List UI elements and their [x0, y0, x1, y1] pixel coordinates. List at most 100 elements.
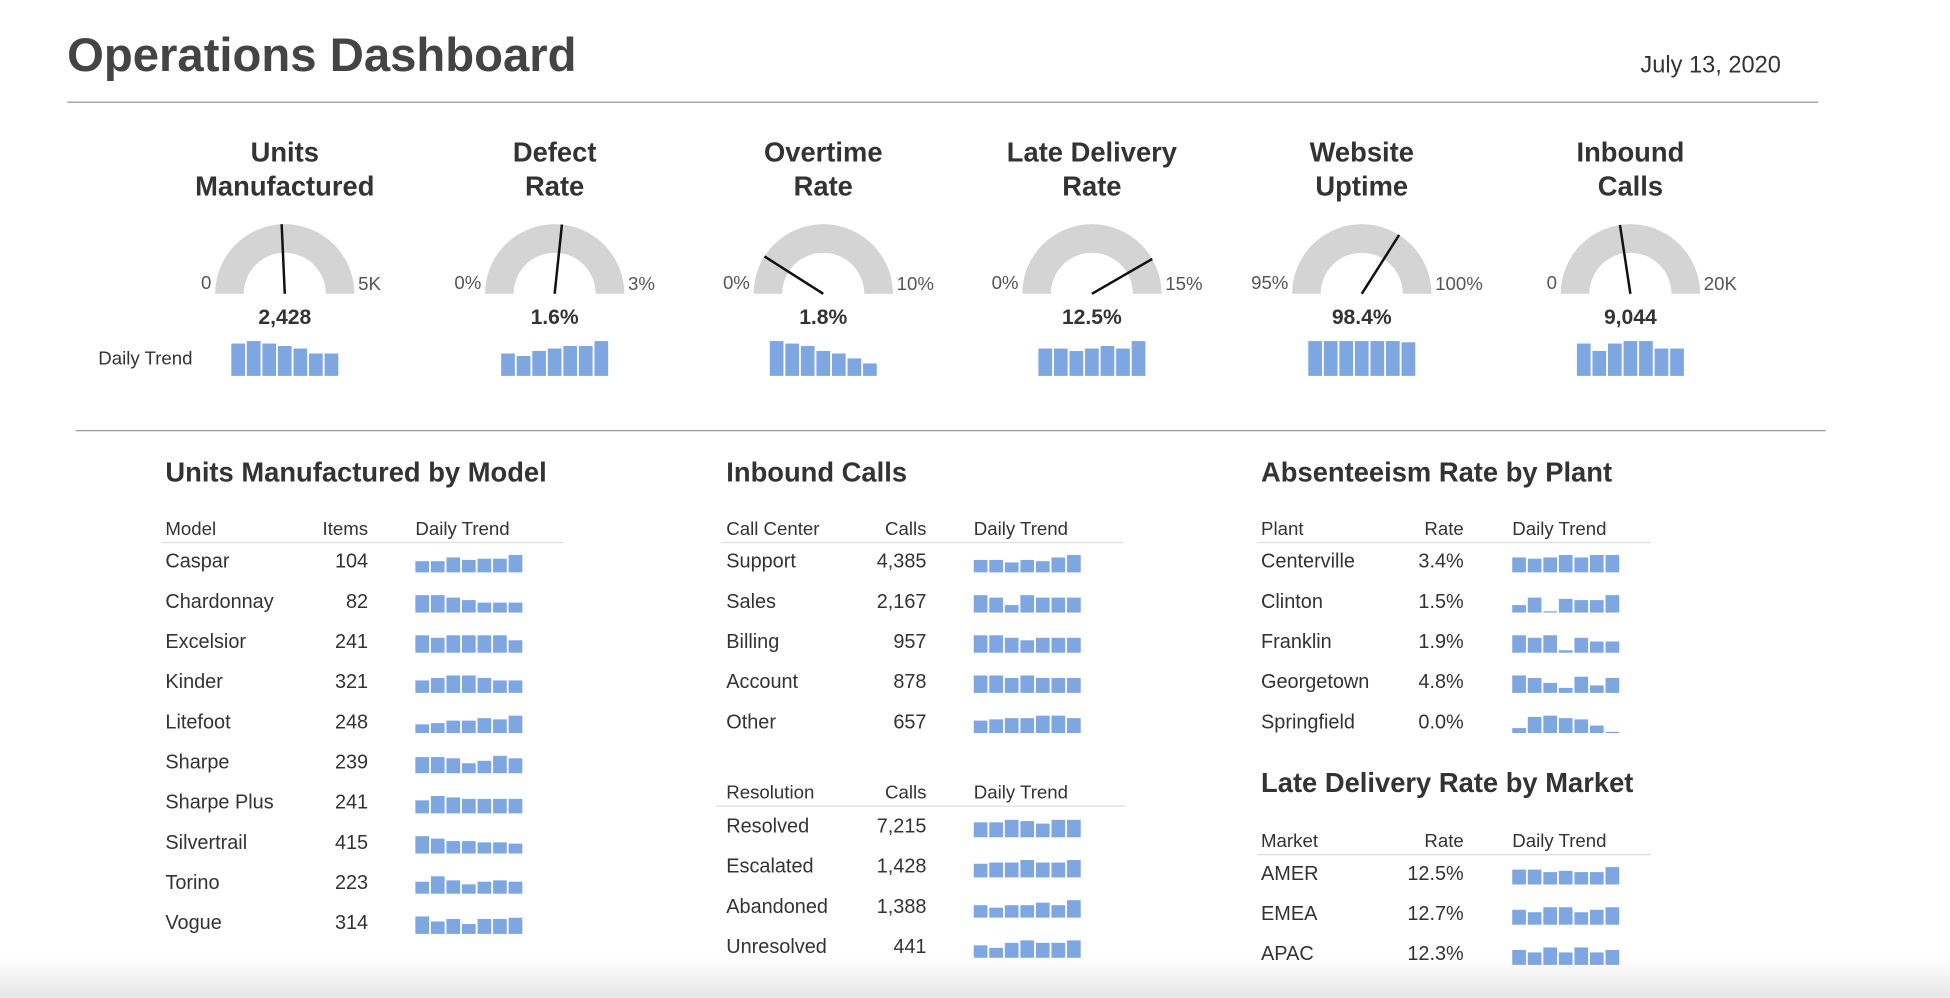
trend-bar [973, 863, 988, 878]
trend-bar [989, 675, 1003, 693]
trend-bar [1004, 718, 1019, 734]
trend-bar [1051, 862, 1066, 878]
kpi-title: Calls [1598, 170, 1663, 201]
trend-bar [508, 715, 523, 734]
row-label: Silvertrail [165, 832, 247, 854]
trend-bar [446, 557, 461, 573]
trend-bar [1004, 637, 1019, 653]
trend-bar [415, 680, 430, 693]
kpi-value: 12.5% [1062, 306, 1122, 329]
row-label: Unresolved [726, 936, 827, 958]
trend-bar [1386, 341, 1400, 376]
trend-bar [508, 917, 523, 934]
row-label: APAC [1261, 943, 1314, 965]
row-label: AMER [1261, 863, 1318, 885]
trend-bar [1527, 869, 1542, 885]
kpi-title: Rate [525, 170, 584, 201]
trend-bar [1576, 343, 1591, 376]
trend-bar [1512, 605, 1526, 613]
trend-bar [231, 343, 245, 376]
table-title: Absenteeism Rate by Plant [1261, 456, 1612, 487]
trend-bar [1574, 719, 1589, 734]
gauge-needle [1091, 257, 1153, 295]
trend-bar [1020, 640, 1035, 653]
kpi-value: 98.4% [1332, 306, 1392, 329]
row-label: Other [726, 711, 776, 733]
trend-bar [816, 351, 831, 376]
trend-bar [1527, 912, 1542, 925]
column-header: Plant [1261, 518, 1304, 539]
trend-bar [1574, 872, 1589, 885]
trend-bar [973, 675, 988, 693]
trend-bar [493, 635, 507, 653]
trend-bar [462, 923, 476, 934]
trend-bar [1051, 819, 1066, 838]
row-label: Excelsior [165, 631, 246, 653]
trend-bar [1051, 942, 1066, 958]
trend-bar [430, 637, 445, 653]
trend-label: Daily Trend [98, 348, 192, 369]
trend-bar [1589, 909, 1604, 925]
row-label: Litefoot [165, 711, 231, 733]
row-value: 321 [335, 671, 368, 693]
gauge-needle [553, 224, 564, 294]
trend-bar [1035, 823, 1050, 838]
gauge-max: 20K [1704, 273, 1738, 294]
trend-bar [508, 843, 523, 854]
trend-bar [1051, 677, 1066, 693]
trend-bar [446, 880, 461, 894]
row-label: Sales [726, 591, 776, 613]
trend-bar [415, 595, 430, 613]
gauge-arc [1560, 224, 1701, 294]
trend-bar [1558, 687, 1573, 693]
row-label: Support [726, 551, 796, 573]
trend-bar [973, 635, 988, 653]
trend-bar [1558, 598, 1573, 613]
trend-bar [446, 841, 461, 854]
trend-bar [493, 842, 507, 854]
trend-bar [430, 838, 445, 854]
trend-bar [1004, 905, 1019, 918]
trend-bar [1116, 348, 1130, 376]
trend-bar [501, 353, 515, 376]
trend-bar [508, 881, 523, 894]
trend-bar [1100, 346, 1115, 376]
kpi-title: Rate [1062, 170, 1121, 201]
trend-bar [462, 763, 476, 774]
trend-bar [989, 822, 1003, 838]
kpi-value: 2,428 [258, 306, 311, 329]
trend-bar [1512, 557, 1526, 573]
row-value: 241 [335, 792, 368, 814]
column-header: Rate [1424, 830, 1463, 851]
trend-bar [1053, 348, 1068, 376]
gauge-max: 10% [897, 273, 934, 294]
trend-bar [477, 842, 492, 854]
trend-bar [1608, 343, 1622, 376]
column-header: Rate [1424, 518, 1463, 539]
kpi-title: Defect [513, 137, 597, 168]
table-title: Units Manufactured by Model [165, 456, 546, 487]
kpi-title: Inbound [1576, 137, 1684, 168]
trend-bar [1670, 348, 1684, 376]
gauge-min: 0% [723, 272, 750, 293]
trend-bar [1558, 718, 1573, 734]
trend-bar [1527, 952, 1542, 965]
trend-bar [1067, 554, 1081, 573]
trend-bar [246, 341, 261, 376]
trend-bar [1004, 605, 1019, 613]
trend-bar [446, 918, 461, 934]
trend-bar [1589, 872, 1604, 885]
trend-bar [973, 595, 988, 613]
kpi-title: Uptime [1315, 170, 1408, 201]
trend-bar [415, 881, 430, 894]
kpi-title: Late Delivery [1007, 137, 1178, 168]
trend-bar [1020, 595, 1035, 613]
trend-bar [415, 757, 430, 774]
gauge-max: 5K [358, 273, 381, 294]
column-header: Items [323, 518, 369, 539]
trend-bar [1543, 682, 1558, 693]
trend-bar [973, 905, 988, 918]
trend-bar [1051, 715, 1066, 734]
trend-bar [477, 918, 492, 934]
trend-bar [1574, 912, 1589, 925]
